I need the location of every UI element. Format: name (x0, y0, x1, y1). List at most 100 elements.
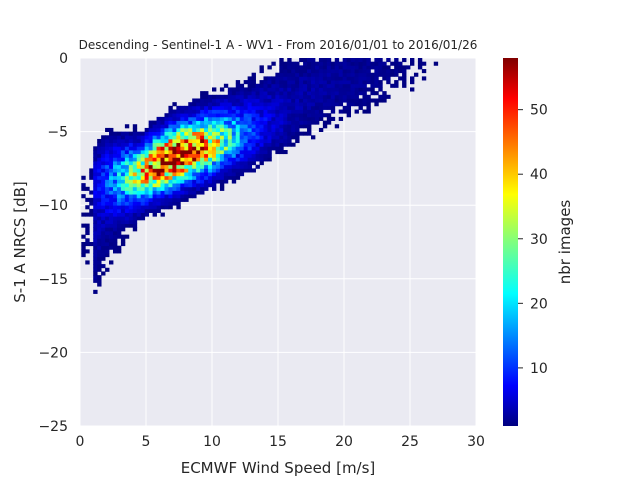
heatmap-cell (303, 105, 308, 110)
heatmap-cell (184, 168, 189, 173)
heatmap-cell (97, 205, 102, 210)
heatmap-cell (116, 183, 122, 188)
heatmap-cell (219, 157, 225, 162)
heatmap-cell (172, 172, 177, 177)
heatmap-cell (394, 72, 399, 77)
heatmap-cell (255, 94, 260, 99)
heatmap-cell (267, 94, 272, 99)
heatmap-cell (287, 116, 292, 121)
heatmap-cell (219, 172, 225, 177)
heatmap-cell (164, 179, 169, 184)
heatmap-cell (81, 253, 86, 258)
heatmap-cell (109, 161, 114, 166)
heatmap-cell (93, 164, 98, 169)
heatmap-cell (212, 102, 217, 107)
heatmap-cell (172, 153, 177, 158)
heatmap-cell (140, 142, 146, 147)
heatmap-cell (152, 197, 157, 202)
heatmap-cell (227, 135, 233, 140)
heatmap-cell (342, 91, 348, 96)
heatmap-cell (204, 146, 209, 151)
heatmap-cell (279, 80, 284, 85)
heatmap-cell (101, 179, 106, 184)
heatmap-cell (259, 142, 264, 147)
heatmap-cell (354, 109, 359, 114)
heatmap-cell (342, 109, 348, 114)
heatmap-cell (136, 172, 142, 177)
heatmap-cell (168, 186, 173, 191)
heatmap-cell (128, 216, 134, 221)
heatmap-cell (208, 102, 213, 107)
heatmap-cell (97, 249, 102, 254)
heatmap-cell (279, 69, 284, 74)
heatmap-cell (271, 76, 276, 81)
heatmap-cell (334, 58, 340, 63)
heatmap-cell (140, 205, 146, 210)
heatmap-cell (239, 157, 245, 162)
heatmap-cell (342, 61, 348, 66)
heatmap-cell (148, 150, 153, 155)
heatmap-cell (394, 69, 399, 74)
heatmap-cell (275, 72, 280, 77)
heatmap-cell (156, 197, 161, 202)
heatmap-cell (148, 124, 153, 129)
heatmap-cell (208, 157, 213, 162)
heatmap-cell (164, 135, 169, 140)
heatmap-cell (366, 87, 371, 92)
heatmap-cell (192, 161, 197, 166)
heatmap-cell (279, 83, 284, 88)
heatmap-cell (291, 109, 296, 114)
heatmap-cell (97, 234, 102, 239)
heatmap-cell (120, 153, 126, 158)
heatmap-cell (255, 164, 260, 169)
heatmap-cell (204, 94, 209, 99)
heatmap-cell (275, 80, 280, 85)
heatmap-cell (223, 168, 229, 173)
heatmap-cell (120, 242, 126, 247)
heatmap-cell (267, 80, 272, 85)
heatmap-cell (358, 83, 363, 88)
heatmap-cell (109, 194, 114, 199)
heatmap-cell (192, 179, 197, 184)
heatmap-cell (200, 105, 205, 110)
heatmap-cell (140, 135, 146, 140)
heatmap-cell (330, 109, 336, 114)
heatmap-cell (311, 58, 316, 63)
heatmap-cell (152, 205, 157, 210)
heatmap-cell (176, 113, 181, 118)
heatmap-cell (116, 186, 122, 191)
heatmap-cell (326, 80, 332, 85)
heatmap-cell (204, 150, 209, 155)
heatmap-cell (200, 102, 205, 107)
heatmap-cell (299, 83, 304, 88)
heatmap-cell (287, 124, 292, 129)
heatmap-cell (148, 168, 153, 173)
heatmap-cell (215, 124, 221, 129)
heatmap-cell (243, 80, 249, 85)
heatmap-cell (120, 227, 126, 232)
heatmap-cell (132, 168, 138, 173)
heatmap-cell (148, 127, 153, 132)
heatmap-cell (105, 127, 110, 132)
heatmap-cell (421, 69, 427, 74)
heatmap-cell (354, 91, 359, 96)
heatmap-cell (188, 172, 193, 177)
heatmap-cell (271, 105, 276, 110)
heatmap-cell (358, 69, 363, 74)
heatmap-cell (243, 94, 249, 99)
colorbar-tick-label: 20 (530, 296, 548, 312)
heatmap-cell (374, 72, 379, 77)
heatmap-cell (307, 61, 312, 66)
heatmap-cell (152, 153, 157, 158)
heatmap-cell (172, 190, 177, 195)
heatmap-cell (164, 197, 169, 202)
heatmap-cell (287, 113, 292, 118)
heatmap-cell (259, 83, 264, 88)
heatmap-cell (105, 142, 110, 147)
heatmap-cell (263, 124, 268, 129)
heatmap-cell (105, 183, 110, 188)
heatmap-cell (124, 172, 130, 177)
heatmap-cell (200, 168, 205, 173)
heatmap-cell (350, 87, 355, 92)
heatmap-cell (136, 190, 142, 195)
